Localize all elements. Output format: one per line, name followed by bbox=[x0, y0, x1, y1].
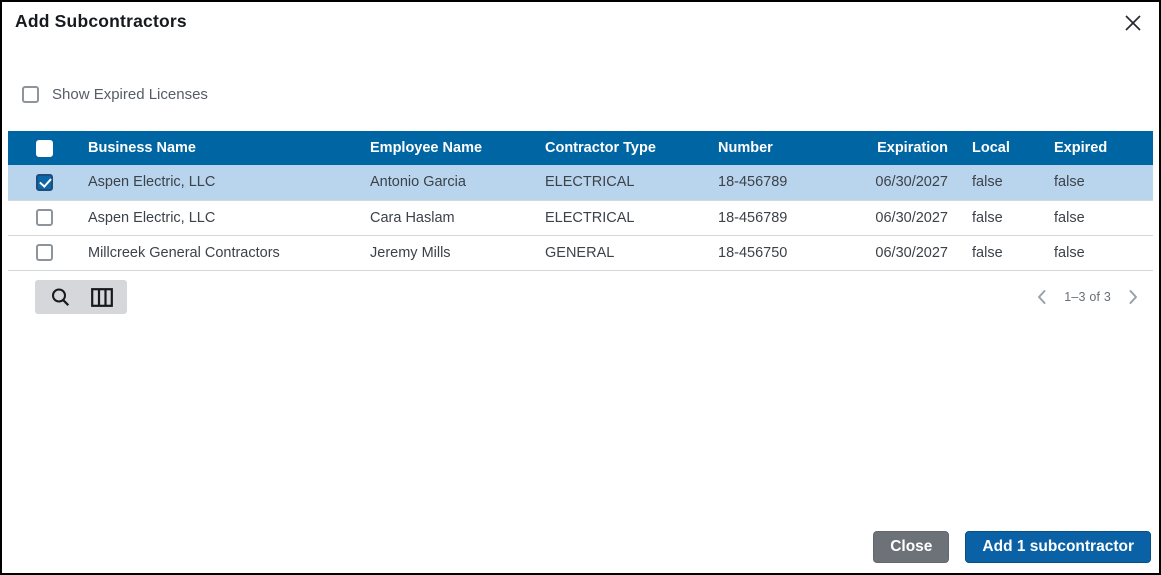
cell-number: 18-456789 bbox=[718, 209, 788, 226]
row-checkbox[interactable] bbox=[35, 209, 53, 226]
cell-contractor-type: GENERAL bbox=[545, 244, 615, 261]
table-row[interactable]: Aspen Electric, LLC Cara Haslam ELECTRIC… bbox=[8, 200, 1153, 235]
chevron-left-icon[interactable] bbox=[1030, 285, 1054, 309]
cell-business-name: Millcreek General Contractors bbox=[88, 244, 280, 261]
pagination-range-label: 1–3 of 3 bbox=[1064, 290, 1111, 304]
column-header-expired[interactable]: Expired bbox=[1054, 140, 1108, 156]
cell-local: false bbox=[972, 174, 1003, 191]
pagination: 1–3 of 3 bbox=[1030, 285, 1145, 309]
cell-employee-name: Antonio Garcia bbox=[370, 174, 466, 191]
cell-expiration: 06/30/2027 bbox=[875, 174, 948, 191]
cell-contractor-type: ELECTRICAL bbox=[545, 174, 635, 191]
column-header-contractor-type[interactable]: Contractor Type bbox=[545, 140, 656, 156]
chevron-right-icon[interactable] bbox=[1121, 285, 1145, 309]
cell-expired: false bbox=[1054, 209, 1085, 226]
cell-expired: false bbox=[1054, 244, 1085, 261]
cell-number: 18-456750 bbox=[718, 244, 788, 261]
table-header-row: Business Name Employee Name Contractor T… bbox=[8, 131, 1153, 165]
select-all-checkbox[interactable] bbox=[35, 139, 53, 157]
checkbox-icon[interactable] bbox=[22, 86, 39, 103]
table-toolbar: 1–3 of 3 bbox=[8, 280, 1153, 314]
cell-employee-name: Jeremy Mills bbox=[370, 244, 451, 261]
cell-business-name: Aspen Electric, LLC bbox=[88, 209, 216, 226]
column-header-employee-name[interactable]: Employee Name bbox=[370, 140, 483, 156]
close-icon[interactable] bbox=[1121, 11, 1145, 35]
cell-local: false bbox=[972, 244, 1003, 261]
subcontractors-table: Business Name Employee Name Contractor T… bbox=[8, 131, 1153, 271]
cell-expired: false bbox=[1054, 174, 1085, 191]
row-checkbox[interactable] bbox=[35, 173, 53, 191]
show-expired-licenses-checkbox[interactable]: Show Expired Licenses bbox=[22, 86, 208, 103]
columns-icon[interactable] bbox=[85, 280, 119, 314]
table-row[interactable]: Aspen Electric, LLC Antonio Garcia ELECT… bbox=[8, 165, 1153, 200]
row-checkbox[interactable] bbox=[35, 244, 53, 261]
column-header-business-name[interactable]: Business Name bbox=[88, 140, 196, 156]
search-icon[interactable] bbox=[43, 280, 77, 314]
cell-business-name: Aspen Electric, LLC bbox=[88, 174, 216, 191]
show-expired-licenses-label: Show Expired Licenses bbox=[52, 86, 208, 103]
grid-tools-group bbox=[35, 280, 127, 314]
add-subcontractor-button[interactable]: Add 1 subcontractor bbox=[965, 531, 1151, 563]
dialog-footer: Close Add 1 subcontractor bbox=[873, 531, 1151, 563]
table-row[interactable]: Millcreek General Contractors Jeremy Mil… bbox=[8, 235, 1153, 270]
column-header-number[interactable]: Number bbox=[718, 140, 773, 156]
cell-local: false bbox=[972, 209, 1003, 226]
cell-employee-name: Cara Haslam bbox=[370, 209, 455, 226]
cell-expiration: 06/30/2027 bbox=[875, 209, 948, 226]
cell-contractor-type: ELECTRICAL bbox=[545, 209, 635, 226]
cell-expiration: 06/30/2027 bbox=[875, 244, 948, 261]
page-title: Add Subcontractors bbox=[15, 11, 187, 31]
cell-number: 18-456789 bbox=[718, 174, 788, 191]
column-header-local[interactable]: Local bbox=[972, 140, 1010, 156]
close-button[interactable]: Close bbox=[873, 531, 950, 563]
column-header-expiration[interactable]: Expiration bbox=[877, 140, 948, 156]
